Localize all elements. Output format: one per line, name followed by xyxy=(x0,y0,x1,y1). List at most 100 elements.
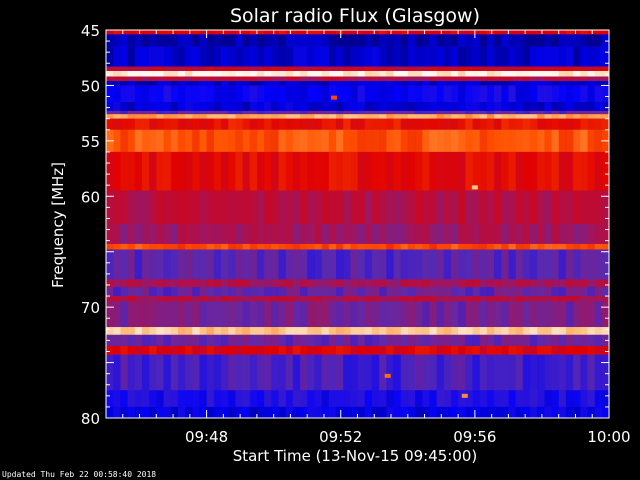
band-cell xyxy=(587,354,596,391)
band-cell xyxy=(371,190,380,224)
band-cell xyxy=(343,34,351,47)
band-cell xyxy=(321,224,330,244)
band-cell xyxy=(364,224,373,244)
band-cell xyxy=(364,85,373,103)
band-cell xyxy=(127,390,136,407)
band-cell xyxy=(422,110,430,115)
band-cell xyxy=(486,34,495,47)
band-cell xyxy=(185,46,193,67)
band-cell xyxy=(149,334,157,346)
band-cell xyxy=(537,46,545,67)
band-cell xyxy=(422,345,430,355)
band-cell xyxy=(529,406,538,418)
band-cell xyxy=(350,129,358,152)
band-cell xyxy=(458,334,466,346)
band-cell xyxy=(113,296,121,302)
band-cell xyxy=(479,406,488,418)
band-cell xyxy=(256,224,265,244)
band-cell xyxy=(156,85,164,103)
band-cell xyxy=(580,34,588,47)
band-cell xyxy=(220,301,229,328)
band-cell xyxy=(264,114,272,119)
band-cell xyxy=(177,151,186,191)
band-cell xyxy=(206,76,215,81)
band-cell xyxy=(192,46,200,67)
band-cell xyxy=(343,390,351,407)
band-cell xyxy=(551,287,560,297)
band-cell xyxy=(343,243,351,250)
band-cell xyxy=(393,151,402,191)
band-cell xyxy=(343,151,351,191)
band-cell xyxy=(522,110,531,115)
band-cell xyxy=(335,76,344,81)
band-cell xyxy=(558,287,567,297)
band-cell xyxy=(113,287,121,297)
band-cell xyxy=(300,345,308,355)
band-cell xyxy=(192,390,200,407)
band-cell xyxy=(113,46,121,67)
band-cell xyxy=(465,151,473,191)
band-cell xyxy=(213,80,222,86)
band-cell xyxy=(551,110,560,115)
band-cell xyxy=(228,406,236,418)
band-cell xyxy=(292,46,301,67)
band-cell xyxy=(479,110,488,115)
band-cell xyxy=(594,102,603,111)
band-cell xyxy=(393,66,402,72)
band-cell xyxy=(422,296,430,302)
band-cell xyxy=(472,243,481,250)
band-cell xyxy=(472,151,481,191)
band-cell xyxy=(407,390,416,407)
band-cell xyxy=(558,66,567,72)
band-cell xyxy=(321,34,330,47)
band-cell xyxy=(235,129,243,152)
band-cell xyxy=(235,390,243,407)
band-cell xyxy=(249,390,258,407)
band-cell xyxy=(458,110,466,115)
band-cell xyxy=(199,390,207,407)
band-cell xyxy=(529,243,538,250)
band-cell xyxy=(522,224,531,244)
band-cell xyxy=(429,110,437,115)
band-cell xyxy=(256,118,265,130)
band-cell xyxy=(371,30,380,35)
band-cell xyxy=(544,102,552,111)
band-cell xyxy=(213,110,222,115)
band-cell xyxy=(414,224,423,244)
band-cell xyxy=(163,327,172,335)
band-cell xyxy=(127,279,136,288)
band-cell xyxy=(163,66,172,72)
band-cell xyxy=(558,129,567,152)
band-cell xyxy=(494,110,502,115)
band-cell xyxy=(343,345,351,355)
band-cell xyxy=(551,66,560,72)
band-cell xyxy=(163,190,172,224)
band-cell xyxy=(558,354,567,391)
band-cell xyxy=(472,76,481,81)
band-cell xyxy=(292,406,301,418)
band-cell xyxy=(292,71,301,77)
frequency-band xyxy=(106,243,610,250)
band-cell xyxy=(371,345,380,355)
band-cell xyxy=(213,85,222,103)
band-cell xyxy=(134,243,143,250)
band-cell xyxy=(479,129,488,152)
band-cell xyxy=(364,118,373,130)
x-tick-label: 09:52 xyxy=(319,428,362,446)
band-cell xyxy=(472,279,481,288)
band-cell xyxy=(400,110,409,115)
band-cell xyxy=(573,151,581,191)
band-cell xyxy=(185,301,193,328)
band-cell xyxy=(235,327,243,335)
band-cell xyxy=(465,129,473,152)
band-cell xyxy=(573,249,581,280)
band-cell xyxy=(185,118,193,130)
band-cell xyxy=(177,80,186,86)
band-cell xyxy=(213,243,222,250)
band-cell xyxy=(479,76,488,81)
band-cell xyxy=(537,279,545,288)
band-cell xyxy=(494,249,502,280)
band-cell xyxy=(228,190,236,224)
band-cell xyxy=(300,224,308,244)
band-cell xyxy=(529,76,538,81)
